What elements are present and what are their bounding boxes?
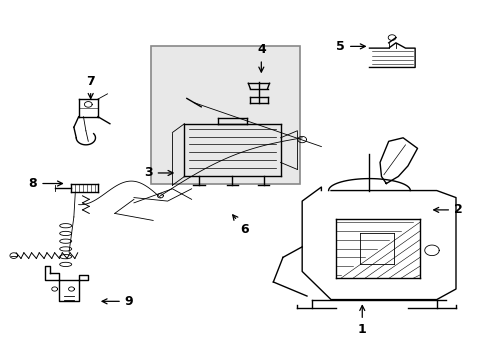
Text: 1: 1 [357,306,366,336]
Text: 6: 6 [232,215,248,236]
Text: 7: 7 [86,75,95,98]
Text: 3: 3 [144,166,173,180]
Text: 4: 4 [256,44,265,72]
Text: 8: 8 [29,177,62,190]
FancyBboxPatch shape [150,46,299,184]
Text: 5: 5 [336,40,365,53]
Text: 9: 9 [102,295,133,308]
Text: 2: 2 [433,203,462,216]
